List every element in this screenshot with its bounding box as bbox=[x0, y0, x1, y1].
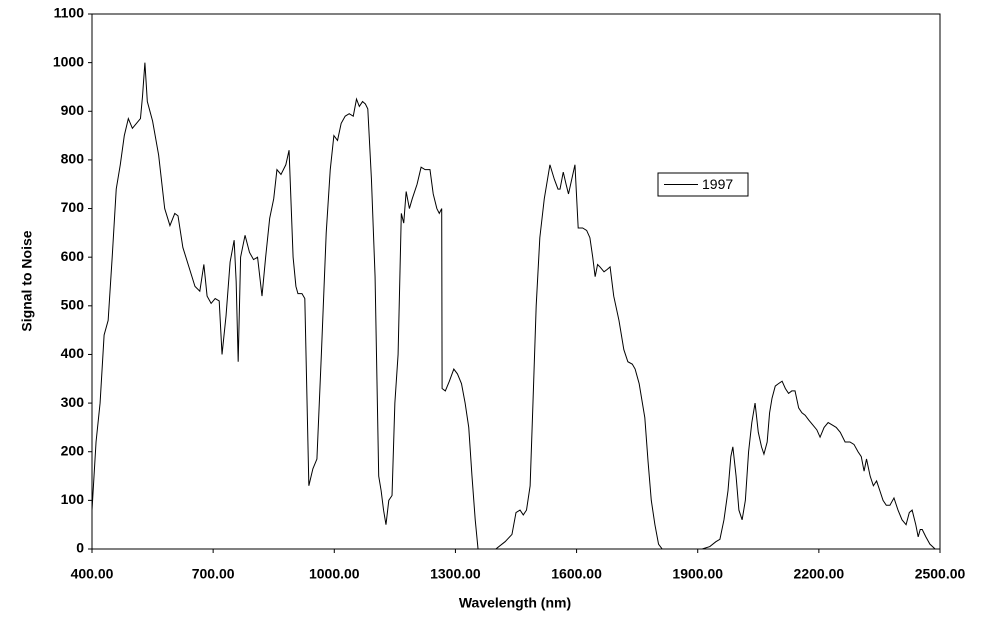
y-tick-label: 900 bbox=[61, 102, 85, 118]
y-tick-label: 1000 bbox=[53, 53, 84, 69]
y-tick-label: 700 bbox=[61, 199, 85, 215]
y-tick-label: 1100 bbox=[54, 5, 85, 21]
legend-box bbox=[657, 172, 749, 197]
y-tick-label: 500 bbox=[61, 297, 85, 313]
x-tick-label: 1600.00 bbox=[551, 566, 602, 582]
data-line bbox=[91, 62, 936, 550]
y-tick-label: 300 bbox=[61, 394, 85, 410]
x-tick-label: 2500.00 bbox=[915, 566, 966, 582]
x-tick-label: 700.00 bbox=[192, 566, 235, 582]
y-tick-label: 0 bbox=[76, 540, 84, 556]
legend-label: 1997 bbox=[702, 176, 733, 192]
y-axis-title: Signal to Noise bbox=[19, 230, 35, 331]
x-tick-label: 1300.00 bbox=[430, 566, 481, 582]
y-tick-label: 600 bbox=[61, 248, 85, 264]
x-tick-label: 1000.00 bbox=[309, 566, 360, 582]
y-tick-label: 100 bbox=[61, 491, 85, 507]
y-tick-label: 800 bbox=[61, 151, 85, 167]
x-axis-title: Wavelength (nm) bbox=[459, 595, 571, 611]
x-tick-label: 1900.00 bbox=[672, 566, 723, 582]
x-tick-label: 2200.00 bbox=[794, 566, 845, 582]
y-tick-label: 200 bbox=[61, 442, 85, 458]
y-tick-label: 400 bbox=[61, 345, 85, 361]
plot-frame bbox=[91, 13, 941, 550]
x-tick-label: 400.00 bbox=[71, 566, 114, 582]
